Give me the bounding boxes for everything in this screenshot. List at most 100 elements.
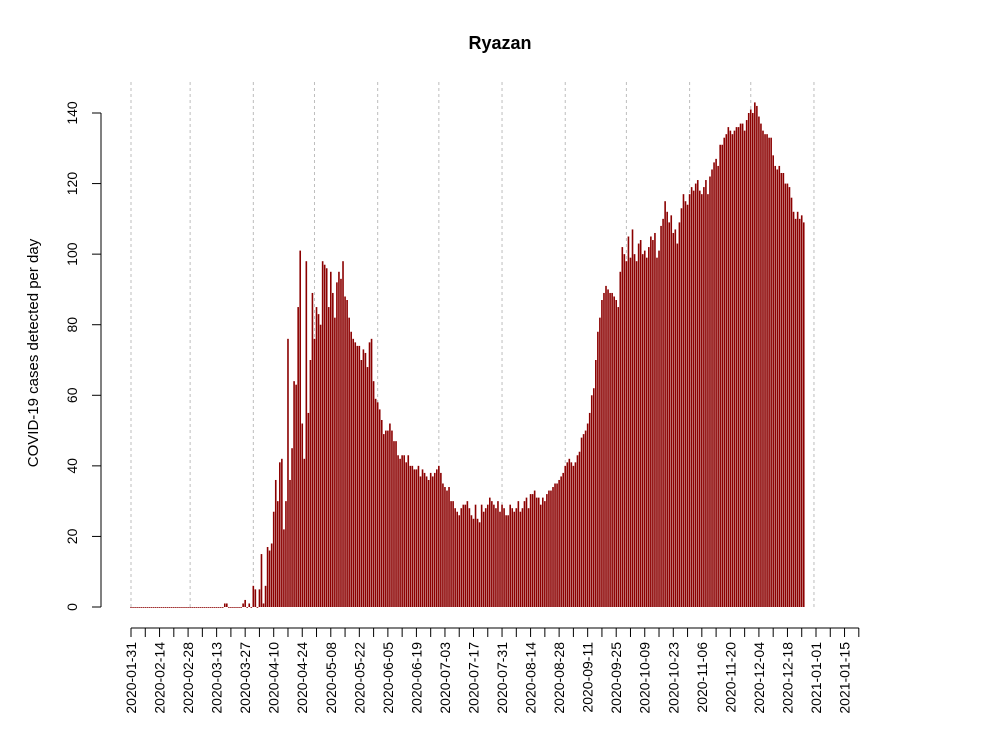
bar: [423, 472, 426, 607]
bar: [448, 487, 450, 607]
bar: [160, 607, 163, 608]
bar: [419, 476, 422, 607]
bar: [299, 250, 302, 608]
bar: [737, 127, 740, 608]
bar: [509, 504, 511, 607]
bar: [168, 607, 171, 608]
bar: [680, 208, 683, 607]
bar: [552, 487, 554, 607]
bar: [209, 607, 212, 608]
bar: [770, 137, 772, 607]
bar: [230, 607, 232, 608]
bar: [462, 504, 465, 607]
x-tick-label: 2020-12-04: [751, 642, 767, 714]
bar: [774, 165, 777, 607]
bar: [464, 504, 467, 607]
bar: [609, 292, 611, 607]
bar: [745, 120, 748, 607]
bar: [440, 472, 442, 607]
bar: [505, 515, 507, 607]
bar: [438, 465, 440, 607]
bar: [580, 437, 583, 607]
bar: [393, 441, 395, 607]
bar: [688, 194, 691, 607]
bar: [374, 398, 377, 607]
bar: [454, 508, 456, 607]
bar: [792, 211, 795, 608]
y-tick-label: 120: [64, 172, 80, 196]
bar: [674, 229, 677, 607]
bar: [287, 338, 289, 607]
bar: [436, 469, 438, 607]
bar: [340, 278, 342, 607]
x-tick-label: 2020-09-25: [608, 642, 624, 714]
bar: [519, 511, 522, 607]
bar: [362, 349, 365, 607]
bar: [205, 607, 208, 608]
x-tick-label: 2020-01-31: [123, 642, 139, 714]
bar: [790, 197, 793, 607]
bar: [401, 455, 403, 607]
bar: [307, 412, 310, 607]
bar: [132, 607, 134, 608]
bar: [223, 603, 226, 607]
bar: [409, 465, 412, 607]
x-tick-label: 2020-04-10: [266, 642, 282, 714]
bar: [189, 607, 191, 608]
bar: [703, 187, 705, 607]
bar: [662, 218, 664, 608]
bar: [621, 247, 624, 607]
bar: [228, 607, 230, 608]
bar: [197, 607, 200, 608]
bar: [611, 292, 613, 607]
bar: [678, 222, 681, 607]
bar: [733, 130, 736, 607]
bar: [368, 342, 371, 607]
bar: [289, 479, 291, 607]
bar: [754, 102, 756, 607]
bar: [413, 469, 416, 607]
bar: [460, 508, 463, 607]
bar: [605, 285, 607, 607]
bar: [796, 211, 799, 608]
bar: [342, 261, 344, 607]
bar: [731, 134, 734, 608]
x-tick-label: 2020-10-09: [637, 642, 653, 714]
bar: [238, 607, 240, 608]
bar: [232, 607, 234, 608]
bar: [660, 225, 662, 607]
bar: [696, 180, 699, 608]
bar: [654, 232, 656, 607]
bar: [590, 395, 593, 607]
y-tick-label: 60: [64, 387, 80, 403]
bar: [429, 472, 432, 607]
x-tick-label: 2020-05-08: [323, 642, 339, 714]
bar: [788, 187, 791, 607]
bar: [150, 607, 153, 608]
bar: [258, 589, 261, 607]
bar: [474, 504, 477, 607]
bar: [645, 257, 648, 607]
bar: [236, 607, 238, 608]
bar: [615, 300, 617, 607]
bar: [800, 215, 803, 607]
bar: [558, 479, 560, 607]
bar: [156, 607, 159, 608]
bar: [177, 607, 179, 608]
bar: [550, 490, 552, 607]
bar: [458, 515, 461, 607]
bar: [560, 476, 562, 607]
bar: [199, 607, 202, 608]
bar: [344, 296, 346, 607]
bar: [358, 345, 361, 607]
x-tick-label: 2020-06-19: [408, 642, 424, 714]
bar: [672, 232, 675, 607]
bar: [664, 201, 666, 607]
bar: [592, 388, 595, 607]
bar: [670, 215, 673, 607]
bar: [252, 585, 255, 607]
bar: [527, 508, 530, 607]
x-tick-label: 2020-12-18: [779, 642, 795, 714]
bar: [546, 494, 548, 607]
bar: [334, 317, 336, 607]
